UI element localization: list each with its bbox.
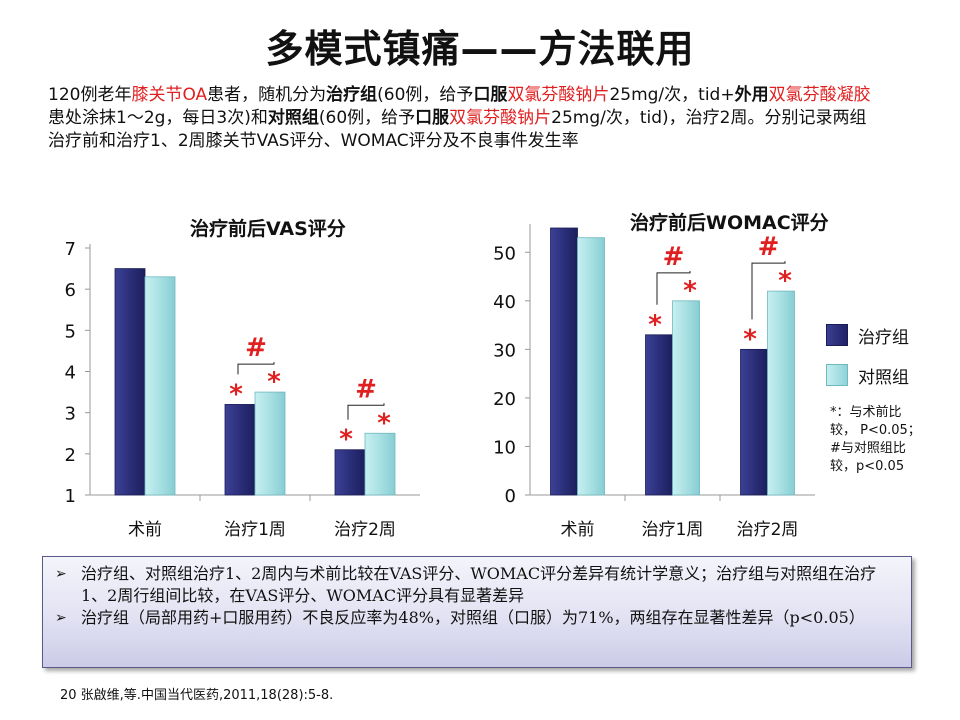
note-line: #与对照组比 <box>830 441 906 456</box>
legend-label-control: 对照组 <box>858 367 909 388</box>
significance-marker: * <box>683 276 697 306</box>
bar-treatment <box>334 449 366 496</box>
significance-marker: * <box>339 425 353 455</box>
significance-marker: * <box>377 408 391 438</box>
group-significance-marker: # <box>245 333 267 363</box>
conclusion-text: 治疗组、对照组治疗1、2周内与术前比较在VAS评分、WOMAC评分差异有统计学意… <box>81 564 877 605</box>
womac-chart: 0 10 20 30 40 50 术前 治疗1周 * * # 治疗2周 * * # <box>493 224 815 540</box>
slide-title: 多模式镇痛——方法联用 <box>265 27 695 71</box>
conclusion-item: ➢ 治疗组（局部用药+口服用药）不良反应率为48%，对照组（口服）为71%，两组… <box>55 607 901 629</box>
legend-swatch-treatment <box>826 324 848 346</box>
conclusion-text: 治疗组（局部用药+口服用药）不良反应率为48%，对照组（口服）为71%，两组存在… <box>81 608 865 627</box>
intro-text: (60例，给予 <box>318 108 416 128</box>
bar-control <box>254 391 286 496</box>
significance-marker: * <box>267 367 281 397</box>
y-tick-label: 40 <box>493 292 516 313</box>
intro-bold: 对照组 <box>267 108 319 128</box>
y-tick-label: 20 <box>493 389 516 410</box>
note-line: 较，p<0.05 <box>830 459 905 474</box>
intro-text: 25mg/次，tid)，治疗2周。分别记录两组治疗前和治疗1、2周膝关节VAS评… <box>48 108 867 151</box>
vas-chart-title: 治疗前后VAS评分 <box>190 218 346 240</box>
intro-text: (60例，给予 <box>377 85 474 105</box>
bar-control <box>577 237 605 496</box>
x-tick-label: 术前 <box>561 520 595 540</box>
bar-control <box>767 290 795 496</box>
x-tick-label: 治疗2周 <box>737 520 799 540</box>
y-tick-label: 3 <box>65 404 76 425</box>
intro-highlight: 双氯芬酸钠片 <box>507 85 610 105</box>
y-tick-label: 50 <box>493 243 516 264</box>
legend-label-treatment: 治疗组 <box>858 327 909 348</box>
y-tick-label: 0 <box>505 486 516 507</box>
arrow-bullet-icon: ➢ <box>55 610 67 626</box>
comparison-bracket <box>656 270 691 305</box>
intro-bold: 口服 <box>473 85 508 105</box>
x-tick-label: 术前 <box>128 520 162 540</box>
y-tick-label: 4 <box>65 363 76 384</box>
x-tick-label: 治疗1周 <box>224 520 286 540</box>
bar-treatment <box>550 227 578 496</box>
conclusion-box: ➢ 治疗组、对照组治疗1、2周内与术前比较在VAS评分、WOMAC评分差异有统计… <box>42 556 912 668</box>
conclusion-item: ➢ 治疗组、对照组治疗1、2周内与术前比较在VAS评分、WOMAC评分差异有统计… <box>55 563 901 607</box>
intro-text: 25mg/次，tid+ <box>609 85 735 105</box>
intro-highlight: 双氯芬酸凝胶 <box>768 85 871 105</box>
legend-item-control: 对照组 <box>826 364 909 388</box>
significance-note: *：与术前比 较， P<0.05； #与对照组比 较，p<0.05 <box>830 404 950 476</box>
group-significance-marker: # <box>663 242 685 272</box>
bar-treatment <box>224 404 256 496</box>
bar-control <box>672 300 700 496</box>
intro-text: 120例老年 <box>48 85 132 105</box>
group-significance-marker: # <box>758 232 780 262</box>
group-significance-marker: # <box>355 374 377 404</box>
arrow-bullet-icon: ➢ <box>55 566 67 582</box>
bar-treatment <box>114 268 146 496</box>
intro-text: 患者，随机分为 <box>207 85 327 105</box>
significance-marker: * <box>743 324 757 354</box>
y-tick-label: 2 <box>65 445 76 466</box>
intro-text: 患处涂抹1～2g，每日3次)和 <box>48 108 268 128</box>
y-tick-label: 5 <box>65 321 76 342</box>
legend: 治疗组 对照组 <box>826 324 909 404</box>
intro-highlight: 双氯芬酸钠片 <box>449 108 552 128</box>
womac-chart-title: 治疗前后WOMAC评分 <box>630 212 829 234</box>
comparison-bracket <box>347 403 385 420</box>
y-tick-label: 10 <box>493 437 516 458</box>
note-line: *：与术前比 <box>830 405 902 420</box>
intro-bold: 口服 <box>415 108 450 128</box>
x-tick-label: 治疗2周 <box>334 520 396 540</box>
legend-item-treatment: 治疗组 <box>826 324 909 348</box>
bar-treatment <box>645 334 673 496</box>
intro-bold: 治疗组 <box>326 85 378 105</box>
reference-citation: 20 张啟维,等.中国当代医药,2011,18(28):5-8. <box>60 688 334 703</box>
study-description: 120例老年膝关节OA患者，随机分为治疗组(60例，给予口服双氯芬酸钠片25mg… <box>48 84 878 153</box>
bar-treatment <box>740 348 768 496</box>
y-tick-label: 30 <box>493 340 516 361</box>
bar-control <box>144 276 176 496</box>
comparison-bracket <box>237 362 275 375</box>
y-tick-label: 7 <box>65 239 76 260</box>
significance-marker: * <box>778 266 792 296</box>
bar-control <box>364 432 396 496</box>
comparison-bracket <box>751 261 786 320</box>
x-tick-label: 治疗1周 <box>642 520 704 540</box>
significance-marker: * <box>648 310 662 340</box>
note-line: 较， P<0.05； <box>830 423 921 438</box>
y-tick-label: 6 <box>65 280 76 301</box>
y-tick-label: 1 <box>65 486 76 507</box>
legend-swatch-control <box>826 364 848 386</box>
intro-bold: 外用 <box>734 85 769 105</box>
intro-highlight: 膝关节OA <box>131 85 208 105</box>
significance-marker: * <box>229 379 243 409</box>
